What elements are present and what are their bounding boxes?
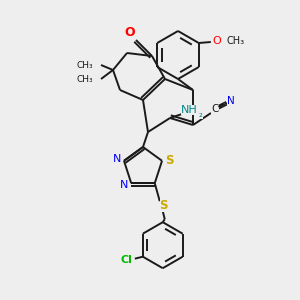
- Text: S: S: [165, 154, 173, 167]
- Text: O: O: [125, 26, 135, 40]
- Text: CH₃: CH₃: [76, 61, 93, 70]
- Text: C: C: [211, 104, 219, 114]
- Text: S: S: [160, 199, 168, 212]
- Text: ₂: ₂: [199, 109, 203, 119]
- Text: CH₃: CH₃: [76, 74, 93, 83]
- Text: CH₃: CH₃: [227, 36, 245, 46]
- Text: N: N: [227, 96, 235, 106]
- Text: NH: NH: [181, 105, 197, 115]
- Text: Cl: Cl: [121, 255, 133, 265]
- Text: N: N: [113, 154, 121, 164]
- Text: N: N: [120, 180, 128, 190]
- Text: O: O: [212, 36, 221, 46]
